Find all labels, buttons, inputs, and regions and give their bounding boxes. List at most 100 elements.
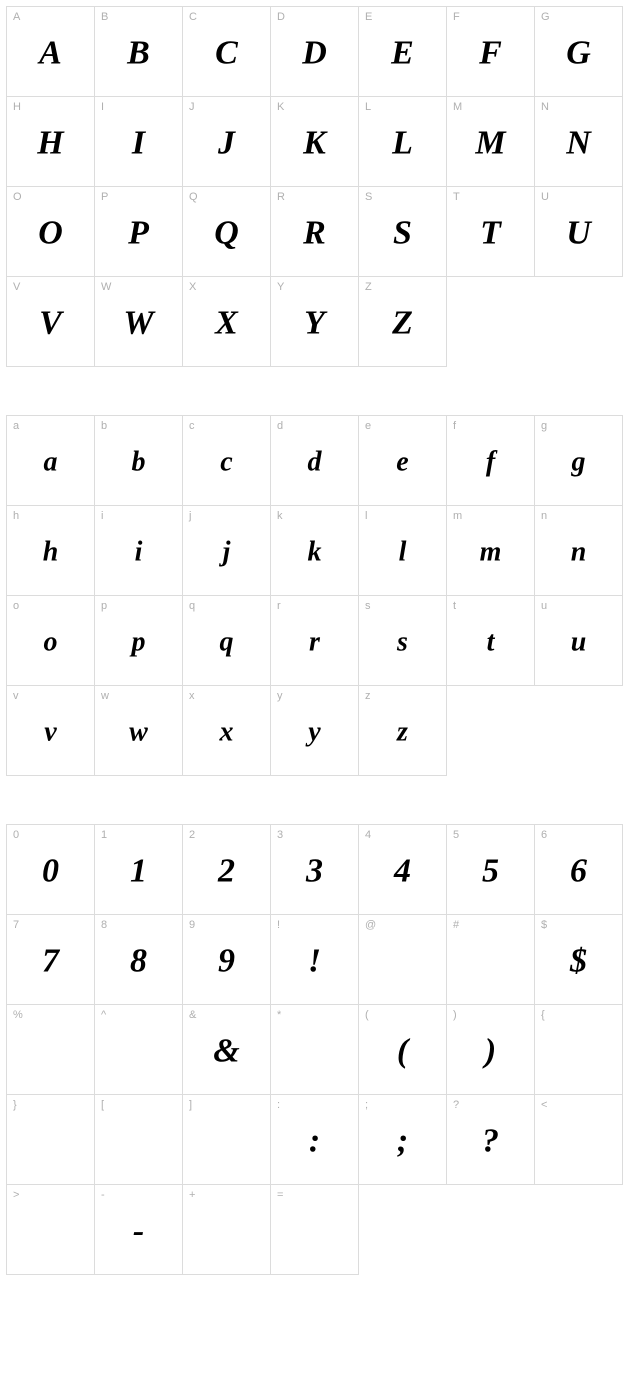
- glyph-cell: ll: [359, 506, 447, 596]
- lowercase-grid: aabbccddeeffgghhiijjkkllmmnnooppqqrrsstt…: [6, 415, 623, 776]
- cell-label: 8: [101, 919, 107, 931]
- cell-glyph: z: [397, 718, 408, 746]
- cell-glyph: 2: [218, 854, 235, 888]
- cell-glyph: H: [37, 126, 63, 160]
- cell-label: X: [189, 281, 196, 293]
- cell-glyph: $: [570, 944, 587, 978]
- cell-glyph: i: [135, 538, 143, 566]
- glyph-cell: ww: [95, 686, 183, 776]
- cell-glyph: F: [479, 36, 502, 70]
- cell-glyph: P: [128, 216, 149, 250]
- cell-glyph: (: [397, 1034, 408, 1068]
- glyph-cell: &&: [183, 1005, 271, 1095]
- cell-label: 0: [13, 829, 19, 841]
- cell-label: x: [189, 690, 195, 702]
- cell-glyph: q: [220, 628, 234, 656]
- cell-label: o: [13, 600, 19, 612]
- cell-label: k: [277, 510, 283, 522]
- cell-glyph: 1: [130, 854, 147, 888]
- cell-glyph: ): [485, 1034, 496, 1068]
- glyph-cell: 33: [271, 825, 359, 915]
- cell-label: &: [189, 1009, 196, 1021]
- glyph-cell: HH: [7, 97, 95, 187]
- cell-label: C: [189, 11, 197, 23]
- cell-label: j: [189, 510, 191, 522]
- cell-label: -: [101, 1189, 105, 1201]
- cell-label: (: [365, 1009, 369, 1021]
- cell-glyph: l: [399, 538, 407, 566]
- cell-label: #: [453, 919, 459, 931]
- cell-glyph: N: [566, 126, 591, 160]
- glyph-cell: JJ: [183, 97, 271, 187]
- cell-glyph: M: [475, 126, 505, 160]
- cell-glyph: ?: [482, 1124, 499, 1158]
- cell-label: @: [365, 919, 376, 931]
- cell-label: <: [541, 1099, 547, 1111]
- cell-label: P: [101, 191, 108, 203]
- cell-label: d: [277, 420, 283, 432]
- cell-glyph: o: [44, 628, 58, 656]
- cell-glyph: L: [392, 126, 413, 160]
- glyph-cell: rr: [271, 596, 359, 686]
- cell-glyph: k: [308, 538, 322, 566]
- cell-label: L: [365, 101, 371, 113]
- cell-glyph: U: [566, 216, 591, 250]
- glyph-cell: gg: [535, 416, 623, 506]
- cell-glyph: a: [44, 448, 58, 476]
- cell-label: W: [101, 281, 111, 293]
- cell-glyph: I: [132, 126, 145, 160]
- glyph-cell: CC: [183, 7, 271, 97]
- glyph-cell: !!: [271, 915, 359, 1005]
- cell-label: s: [365, 600, 371, 612]
- glyph-cell: vv: [7, 686, 95, 776]
- cell-glyph: G: [566, 36, 591, 70]
- glyph-cell: 22: [183, 825, 271, 915]
- glyph-cell: %: [7, 1005, 95, 1095]
- glyph-cell: KK: [271, 97, 359, 187]
- cell-glyph: t: [487, 628, 495, 656]
- cell-glyph: W: [123, 306, 153, 340]
- glyph-cell: 66: [535, 825, 623, 915]
- cell-glyph: p: [132, 628, 146, 656]
- glyph-cell: <: [535, 1095, 623, 1185]
- glyph-cell: 44: [359, 825, 447, 915]
- glyph-cell: 11: [95, 825, 183, 915]
- glyph-cell: qq: [183, 596, 271, 686]
- glyph-cell: MM: [447, 97, 535, 187]
- glyph-cell: ii: [95, 506, 183, 596]
- cell-label: ]: [189, 1099, 192, 1111]
- cell-glyph: R: [303, 216, 326, 250]
- cell-label: z: [365, 690, 371, 702]
- cell-label: =: [277, 1189, 283, 1201]
- cell-label: Y: [277, 281, 284, 293]
- cell-glyph: K: [303, 126, 326, 160]
- glyph-cell: ]: [183, 1095, 271, 1185]
- glyph-cell: bb: [95, 416, 183, 506]
- cell-glyph: e: [396, 448, 408, 476]
- cell-label: E: [365, 11, 372, 23]
- cell-label: y: [277, 690, 283, 702]
- cell-glyph: h: [43, 538, 59, 566]
- cell-glyph: g: [572, 448, 586, 476]
- cell-label: g: [541, 420, 547, 432]
- cell-label: f: [453, 420, 456, 432]
- cell-glyph: C: [215, 36, 238, 70]
- cell-label: *: [277, 1009, 281, 1021]
- cell-label: T: [453, 191, 460, 203]
- cell-glyph: v: [44, 718, 56, 746]
- cell-glyph: S: [393, 216, 412, 250]
- glyph-cell: TT: [447, 187, 535, 277]
- glyph-cell: YY: [271, 277, 359, 367]
- cell-label: O: [13, 191, 22, 203]
- cell-label: :: [277, 1099, 280, 1111]
- glyph-cell: mm: [447, 506, 535, 596]
- cell-glyph: 3: [306, 854, 323, 888]
- glyph-cell: SS: [359, 187, 447, 277]
- cell-glyph: d: [308, 448, 322, 476]
- cell-label: 7: [13, 919, 19, 931]
- glyph-cell: WW: [95, 277, 183, 367]
- glyph-cell: GG: [535, 7, 623, 97]
- glyph-cell: =: [271, 1185, 359, 1275]
- cell-label: %: [13, 1009, 23, 1021]
- cell-glyph: Y: [304, 306, 325, 340]
